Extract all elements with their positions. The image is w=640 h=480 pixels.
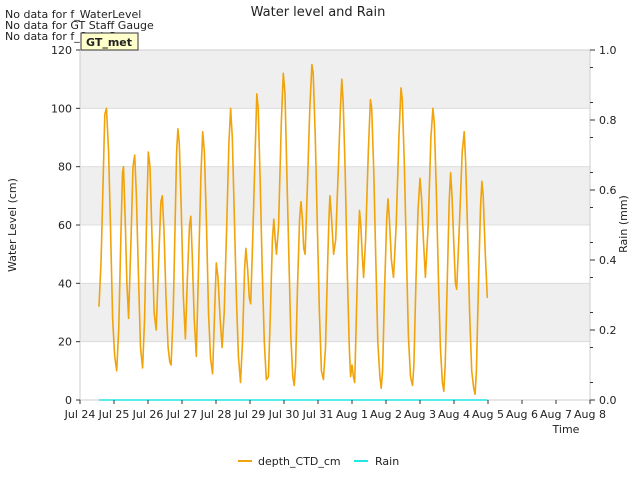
x-tick-label: Jul 26 bbox=[132, 408, 164, 421]
background-band bbox=[80, 283, 590, 342]
y-left-tick-label: 20 bbox=[58, 336, 72, 349]
x-tick-label: Jul 27 bbox=[166, 408, 198, 421]
x-axis-label: Time bbox=[552, 423, 580, 436]
y-right-tick-label: 0.4 bbox=[599, 254, 617, 267]
x-tick-label: Aug 3 bbox=[404, 408, 436, 421]
y-right-tick-label: 0.8 bbox=[599, 114, 617, 127]
legend-label-rain: Rain bbox=[375, 455, 399, 468]
background-band bbox=[80, 50, 590, 109]
x-tick-label: Aug 7 bbox=[540, 408, 572, 421]
x-tick-label: Jul 28 bbox=[200, 408, 232, 421]
legend-label-depth: depth_CTD_cm bbox=[258, 455, 341, 468]
badge-box bbox=[80, 32, 139, 51]
y-left-tick-label: 120 bbox=[51, 44, 72, 57]
y-left-tick-label: 0 bbox=[65, 394, 72, 407]
y-axis-right-label: Rain (mm) bbox=[617, 195, 630, 253]
site-badge: GT_met bbox=[80, 32, 139, 51]
y-left-tick-label: 60 bbox=[58, 219, 72, 232]
chart-title: Water level and Rain bbox=[251, 5, 386, 20]
y-axis-left-label: Water Level (cm) bbox=[6, 178, 19, 272]
y-left-tick-label: 80 bbox=[58, 161, 72, 174]
note-waterlevel: No data for f_WaterLevel bbox=[5, 8, 141, 21]
x-tick-label: Aug 2 bbox=[370, 408, 402, 421]
y-right-tick-label: 0.2 bbox=[599, 324, 617, 337]
background-bands bbox=[80, 50, 590, 342]
x-tick-label: Jul 31 bbox=[302, 408, 334, 421]
x-tick-label: Aug 1 bbox=[336, 408, 368, 421]
x-tick-label: Aug 4 bbox=[438, 408, 470, 421]
y-right-tick-label: 0.6 bbox=[599, 184, 617, 197]
x-tick-label: Jul 30 bbox=[268, 408, 300, 421]
series-line-depth bbox=[98, 63, 489, 395]
y-left-tick-label: 40 bbox=[58, 277, 72, 290]
x-tick-label: Aug 6 bbox=[506, 408, 538, 421]
y-left-tick-label: 100 bbox=[51, 102, 72, 115]
x-axis: Jul 24 Jul 25 Jul 26 Jul 27 Jul 28 Jul 29 Jul … bbox=[64, 400, 606, 421]
x-tick-label: Aug 5 bbox=[472, 408, 504, 421]
x-tick-label: Jul 25 bbox=[98, 408, 130, 421]
x-tick-label: Aug 8 bbox=[574, 408, 606, 421]
legend: depth_CTD_cm Rain bbox=[238, 455, 399, 468]
x-tick-label: Jul 24 bbox=[64, 408, 96, 421]
note-staff-gauge: No data for GT Staff Gauge bbox=[5, 19, 154, 32]
y-right-tick-label: 0.0 bbox=[599, 394, 617, 407]
y-axis-left: 0 20 40 60 80 100 120 bbox=[51, 44, 80, 407]
background-band bbox=[80, 166, 590, 225]
x-tick-label: Jul 29 bbox=[234, 408, 266, 421]
badge-label: GT_met bbox=[86, 36, 132, 49]
y-axis-right: 0.0 0.2 0.4 0.6 0.8 1.0 bbox=[590, 44, 617, 407]
y-right-tick-label: 1.0 bbox=[599, 44, 617, 57]
series-layer bbox=[98, 63, 489, 401]
